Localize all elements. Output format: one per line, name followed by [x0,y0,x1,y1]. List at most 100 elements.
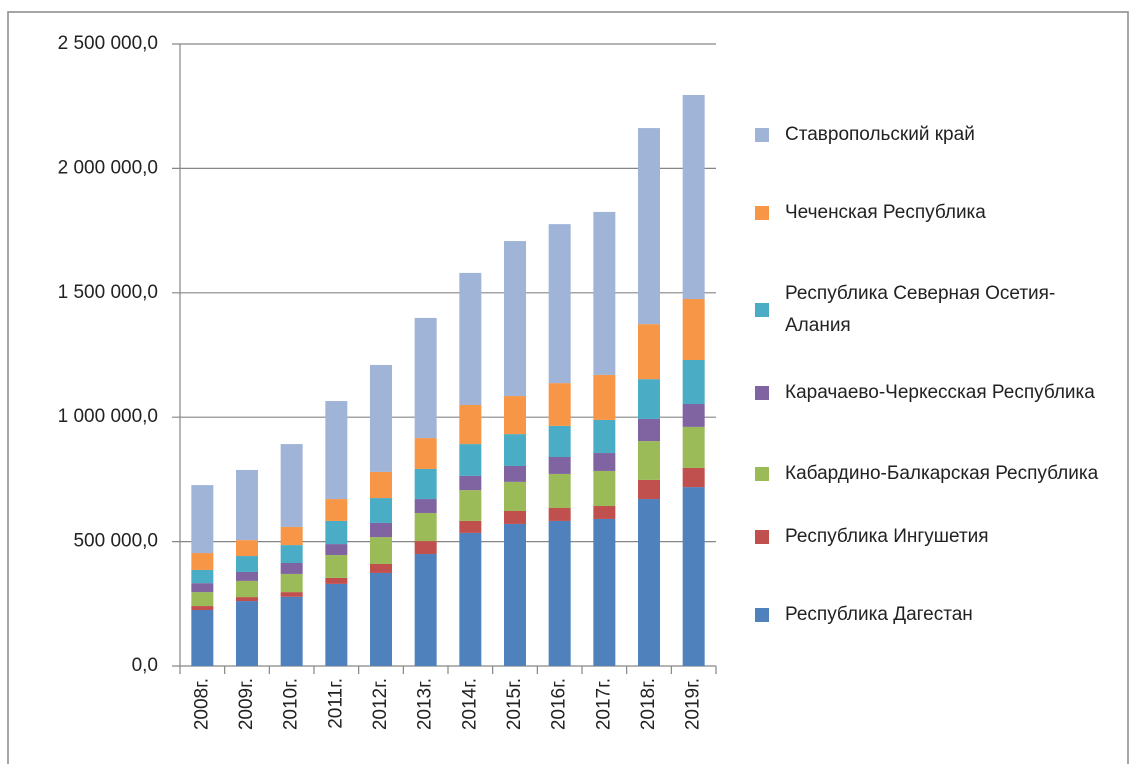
bar-segment [280,562,303,574]
bar-segment [370,563,392,573]
bar-segment [682,95,705,300]
bar-segment [504,241,526,397]
bar-segment [280,592,303,597]
x-tick-label: 2015г. [504,678,525,730]
bar-segment [593,374,616,420]
bar-segment [370,471,392,499]
legend-swatch [755,386,769,400]
bar-segment [638,479,660,500]
bar-segment [325,499,348,521]
bar-segment [638,418,660,442]
legend-label: Ставропольский край [785,124,975,145]
bar-segment [414,468,437,500]
bar-segment [459,532,482,666]
bar-segment [504,434,526,466]
bar-segment [414,499,437,513]
bar-segment [370,572,392,666]
bar-segment [593,506,616,519]
x-tick-label: 2010г. [281,678,302,730]
bar-segment [682,467,705,488]
x-tick-label: 2019г. [683,678,704,730]
bar-segment [504,523,526,666]
chart-border [7,11,1129,764]
bar-segment [459,520,482,533]
bar-segment [548,383,571,426]
legend-label: Кабардино-Балкарская Республика [785,463,1099,484]
bar-segment [459,444,482,476]
bar-segment [548,457,571,474]
bar-segment [638,324,660,380]
bar-segment [325,555,348,578]
bar-segment [682,487,705,666]
bar-segment [191,606,214,611]
bar-segment [638,441,660,480]
bar-segment [414,541,437,555]
bar-segment [191,583,214,593]
bar-segment [593,470,616,507]
bar-segment [280,545,303,563]
legend-swatch [755,467,769,481]
bar-segment [593,211,616,375]
bar-segment [236,556,258,572]
legend-swatch [755,206,769,220]
bar-segment [370,364,392,472]
bar-segment [459,475,482,491]
bar-segment [504,481,526,511]
bar-segment [548,473,571,509]
bar-segment [682,359,705,405]
y-tick-label: 0,0 [132,655,158,676]
bar-segment [638,128,660,325]
bar-segment [236,597,258,602]
bar-segment [638,499,660,666]
bar-segment [459,405,482,445]
bar-segment [325,583,348,666]
legend-label: Чеченская Республика [785,202,986,223]
bar-segment [414,554,437,666]
bar-segment [548,224,571,384]
bar-segment [370,498,392,523]
bar-segment [682,404,705,427]
bar-segment [236,469,258,541]
bar-segment [191,553,214,570]
legend-label: Карачаево-Черкесская Республика [785,382,1095,403]
bar-segment [370,537,392,564]
bar-segment [504,465,526,482]
bar-segment [638,379,660,419]
legend-swatch [755,608,769,622]
x-tick-label: 2016г. [549,678,570,730]
y-tick-label: 2 000 000,0 [58,157,158,178]
bar-segment [280,596,303,666]
bar-segment [414,438,437,469]
legend-label: Республика Северная Осетия-Алания [785,283,1056,336]
x-tick-label: 2009г. [236,678,257,730]
bar-segment [459,272,482,406]
bar-segment [593,518,616,666]
bar-segment [191,592,214,607]
bar-segment [593,419,616,454]
bar-segment [325,401,348,500]
x-tick-label: 2018г. [638,678,659,730]
legend-swatch [755,530,769,544]
y-tick-label: 500 000,0 [73,531,158,552]
bar-segment [504,510,526,524]
bar-segment [682,426,705,468]
y-tick-label: 2 500 000,0 [58,33,158,54]
bar-segment [504,396,526,435]
bar-segment [548,520,571,666]
bar-segment [682,299,705,360]
bar-segment [325,544,348,556]
bar-segment [191,610,214,666]
bar-segment [414,317,437,439]
bar-segment [236,540,258,557]
y-tick-label: 1 000 000,0 [58,406,158,427]
legend-label: Республика Ингушетия [785,526,989,547]
bar-segment [236,601,258,666]
bar-segment [280,444,303,527]
bar-segment [191,485,214,554]
bar-segment [191,569,214,584]
bar-segment [593,453,616,471]
x-tick-label: 2011г. [325,678,346,729]
legend-swatch [755,303,769,317]
bar-segment [548,508,571,521]
bar-segment [459,490,482,521]
